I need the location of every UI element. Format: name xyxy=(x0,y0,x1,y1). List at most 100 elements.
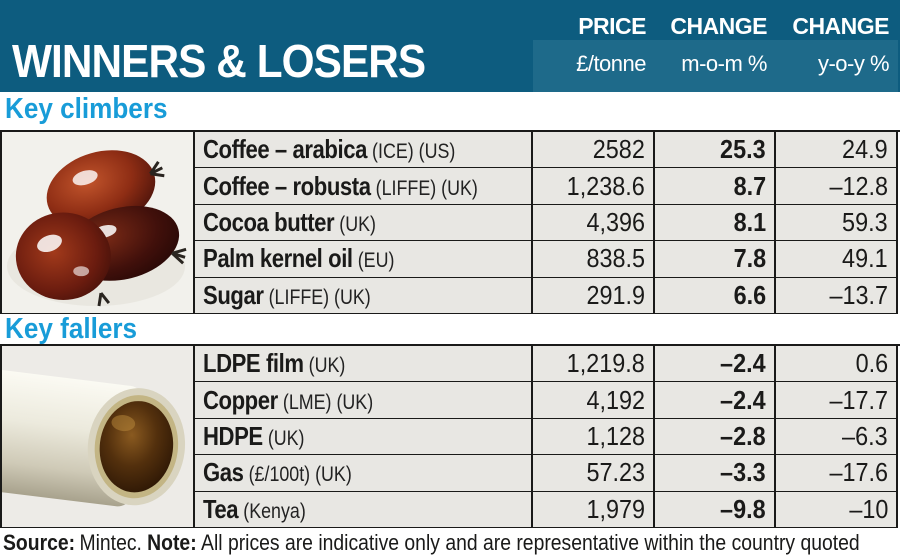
note-text: All prices are indicative only and are r… xyxy=(201,530,860,555)
coffee-cherries-image xyxy=(2,132,195,314)
price-value: 1,238.6 xyxy=(566,170,645,201)
yoy-change-cell: 24.9 xyxy=(776,132,898,169)
price-cell: 1,238.6 xyxy=(533,168,655,205)
section-heading-climbers: Key climbers xyxy=(5,93,168,125)
commodity-name: Cocoa butter xyxy=(203,206,335,237)
mom-change-value: 6.6 xyxy=(733,279,766,310)
yoy-change-value: 0.6 xyxy=(855,348,888,379)
climbers-table: Coffee – arabica (ICE) (US) 2582 25.3 24.… xyxy=(0,130,900,314)
column-label: CHANGE xyxy=(670,13,767,39)
price-value: 1,128 xyxy=(586,420,645,451)
mom-change-cell: 7.8 xyxy=(655,241,776,278)
yoy-change-value: –17.7 xyxy=(829,384,888,415)
price-value: 838.5 xyxy=(586,243,645,274)
fallers-table: LDPE film (UK) 1,219.8 –2.4 0.6 Copper (LM… xyxy=(0,344,900,528)
yoy-change-value: –17.6 xyxy=(829,457,888,488)
yoy-change-value: 49.1 xyxy=(842,243,888,274)
column-unit: m-o-m % xyxy=(681,51,767,76)
commodity-detail: (Kenya) xyxy=(243,499,306,523)
yoy-change-cell: –17.6 xyxy=(776,455,898,492)
commodity-detail: (ICE) (US) xyxy=(372,140,456,164)
mom-change-value: –3.3 xyxy=(720,457,766,488)
plastic-film-roll-image xyxy=(2,346,195,528)
coffee-cherries-illustration xyxy=(2,132,193,313)
yoy-change-cell: 49.1 xyxy=(776,241,898,278)
price-value: 4,396 xyxy=(586,206,645,237)
mom-change-cell: 25.3 xyxy=(655,132,776,169)
commodity-detail: (£/100t) (UK) xyxy=(248,463,352,487)
yoy-change-value: –13.7 xyxy=(829,279,888,310)
mom-change-cell: –2.8 xyxy=(655,418,776,456)
note-label: Note: xyxy=(147,530,197,555)
column-label: PRICE xyxy=(578,13,646,39)
column-unit: £/tonne xyxy=(576,51,646,76)
source-label: Source: xyxy=(3,530,76,555)
yoy-change-cell: –12.8 xyxy=(776,168,898,205)
yoy-change-cell: –10 xyxy=(776,491,898,528)
commodity-detail: (LME) (UK) xyxy=(282,390,374,414)
price-value: 57.23 xyxy=(586,457,645,488)
mom-change-cell: –9.8 xyxy=(655,491,776,528)
price-value: 1,979 xyxy=(586,493,645,524)
mom-change-value: –2.4 xyxy=(720,348,766,379)
mom-change-cell: 8.1 xyxy=(655,204,776,242)
mom-change-cell: 8.7 xyxy=(655,168,776,205)
commodity-name: Coffee – robusta xyxy=(203,170,371,201)
yoy-change-value: –12.8 xyxy=(829,170,888,201)
yoy-change-cell: 0.6 xyxy=(776,346,898,383)
commodity-name: Tea xyxy=(203,493,239,524)
commodity-detail: (UK) xyxy=(339,212,376,236)
commodity-detail: (LIFFE) (UK) xyxy=(268,285,371,309)
commodity-cell: Coffee – arabica (ICE) (US) xyxy=(195,132,533,169)
commodity-name: Coffee – arabica xyxy=(203,134,367,165)
source-note: Source: Mintec. Note: All prices are indica… xyxy=(3,530,900,556)
commodity-cell: Palm kernel oil (EU) xyxy=(195,241,533,278)
page-title: WINNERS & LOSERS xyxy=(12,35,426,87)
commodity-detail: (UK) xyxy=(308,354,346,378)
column-header-change-yoy: CHANGE y-o-y % xyxy=(776,0,898,92)
commodity-cell: LDPE film (UK) xyxy=(195,346,533,383)
price-cell: 1,128 xyxy=(533,418,655,456)
mom-change-cell: –3.3 xyxy=(655,455,776,492)
commodity-name: Palm kernel oil xyxy=(203,243,353,274)
header-units-panel xyxy=(533,40,898,92)
mom-change-value: 8.7 xyxy=(733,170,766,201)
commodity-detail: (EU) xyxy=(357,249,395,273)
yoy-change-cell: –13.7 xyxy=(776,277,898,314)
price-value: 4,192 xyxy=(586,384,645,415)
column-unit: y-o-y % xyxy=(817,51,890,76)
column-label: CHANGE xyxy=(792,13,889,39)
yoy-change-cell: 59.3 xyxy=(776,204,898,242)
mom-change-value: 7.8 xyxy=(733,243,766,274)
price-cell: 4,396 xyxy=(533,204,655,242)
price-cell: 1,979 xyxy=(533,491,655,528)
mom-change-value: –2.4 xyxy=(720,384,766,415)
commodity-cell: Gas (£/100t) (UK) xyxy=(195,455,533,492)
price-cell: 57.23 xyxy=(533,455,655,492)
price-cell: 4,192 xyxy=(533,382,655,419)
column-header-change-mom: CHANGE m-o-m % xyxy=(655,0,776,92)
price-cell: 291.9 xyxy=(533,277,655,314)
section-heading-fallers: Key fallers xyxy=(5,313,138,345)
yoy-change-value: –10 xyxy=(848,493,888,524)
commodity-name: Gas xyxy=(203,457,244,488)
plastic-film-roll-illustration xyxy=(2,346,193,527)
commodity-name: Copper xyxy=(203,384,278,415)
commodity-cell: Coffee – robusta (LIFFE) (UK) xyxy=(195,168,533,205)
commodity-name: Sugar xyxy=(203,279,264,310)
price-cell: 2582 xyxy=(533,132,655,169)
price-cell: 1,219.8 xyxy=(533,346,655,383)
commodity-cell: Tea (Kenya) xyxy=(195,491,533,528)
price-value: 2582 xyxy=(592,134,645,165)
mom-change-cell: 6.6 xyxy=(655,277,776,314)
yoy-change-cell: –17.7 xyxy=(776,382,898,419)
mom-change-cell: –2.4 xyxy=(655,346,776,383)
mom-change-value: 25.3 xyxy=(720,134,766,165)
commodity-cell: Cocoa butter (UK) xyxy=(195,204,533,242)
mom-change-value: –9.8 xyxy=(720,493,766,524)
mom-change-value: –2.8 xyxy=(720,420,766,451)
yoy-change-cell: –6.3 xyxy=(776,418,898,456)
commodity-detail: (LIFFE) (UK) xyxy=(375,176,478,200)
price-cell: 838.5 xyxy=(533,241,655,278)
